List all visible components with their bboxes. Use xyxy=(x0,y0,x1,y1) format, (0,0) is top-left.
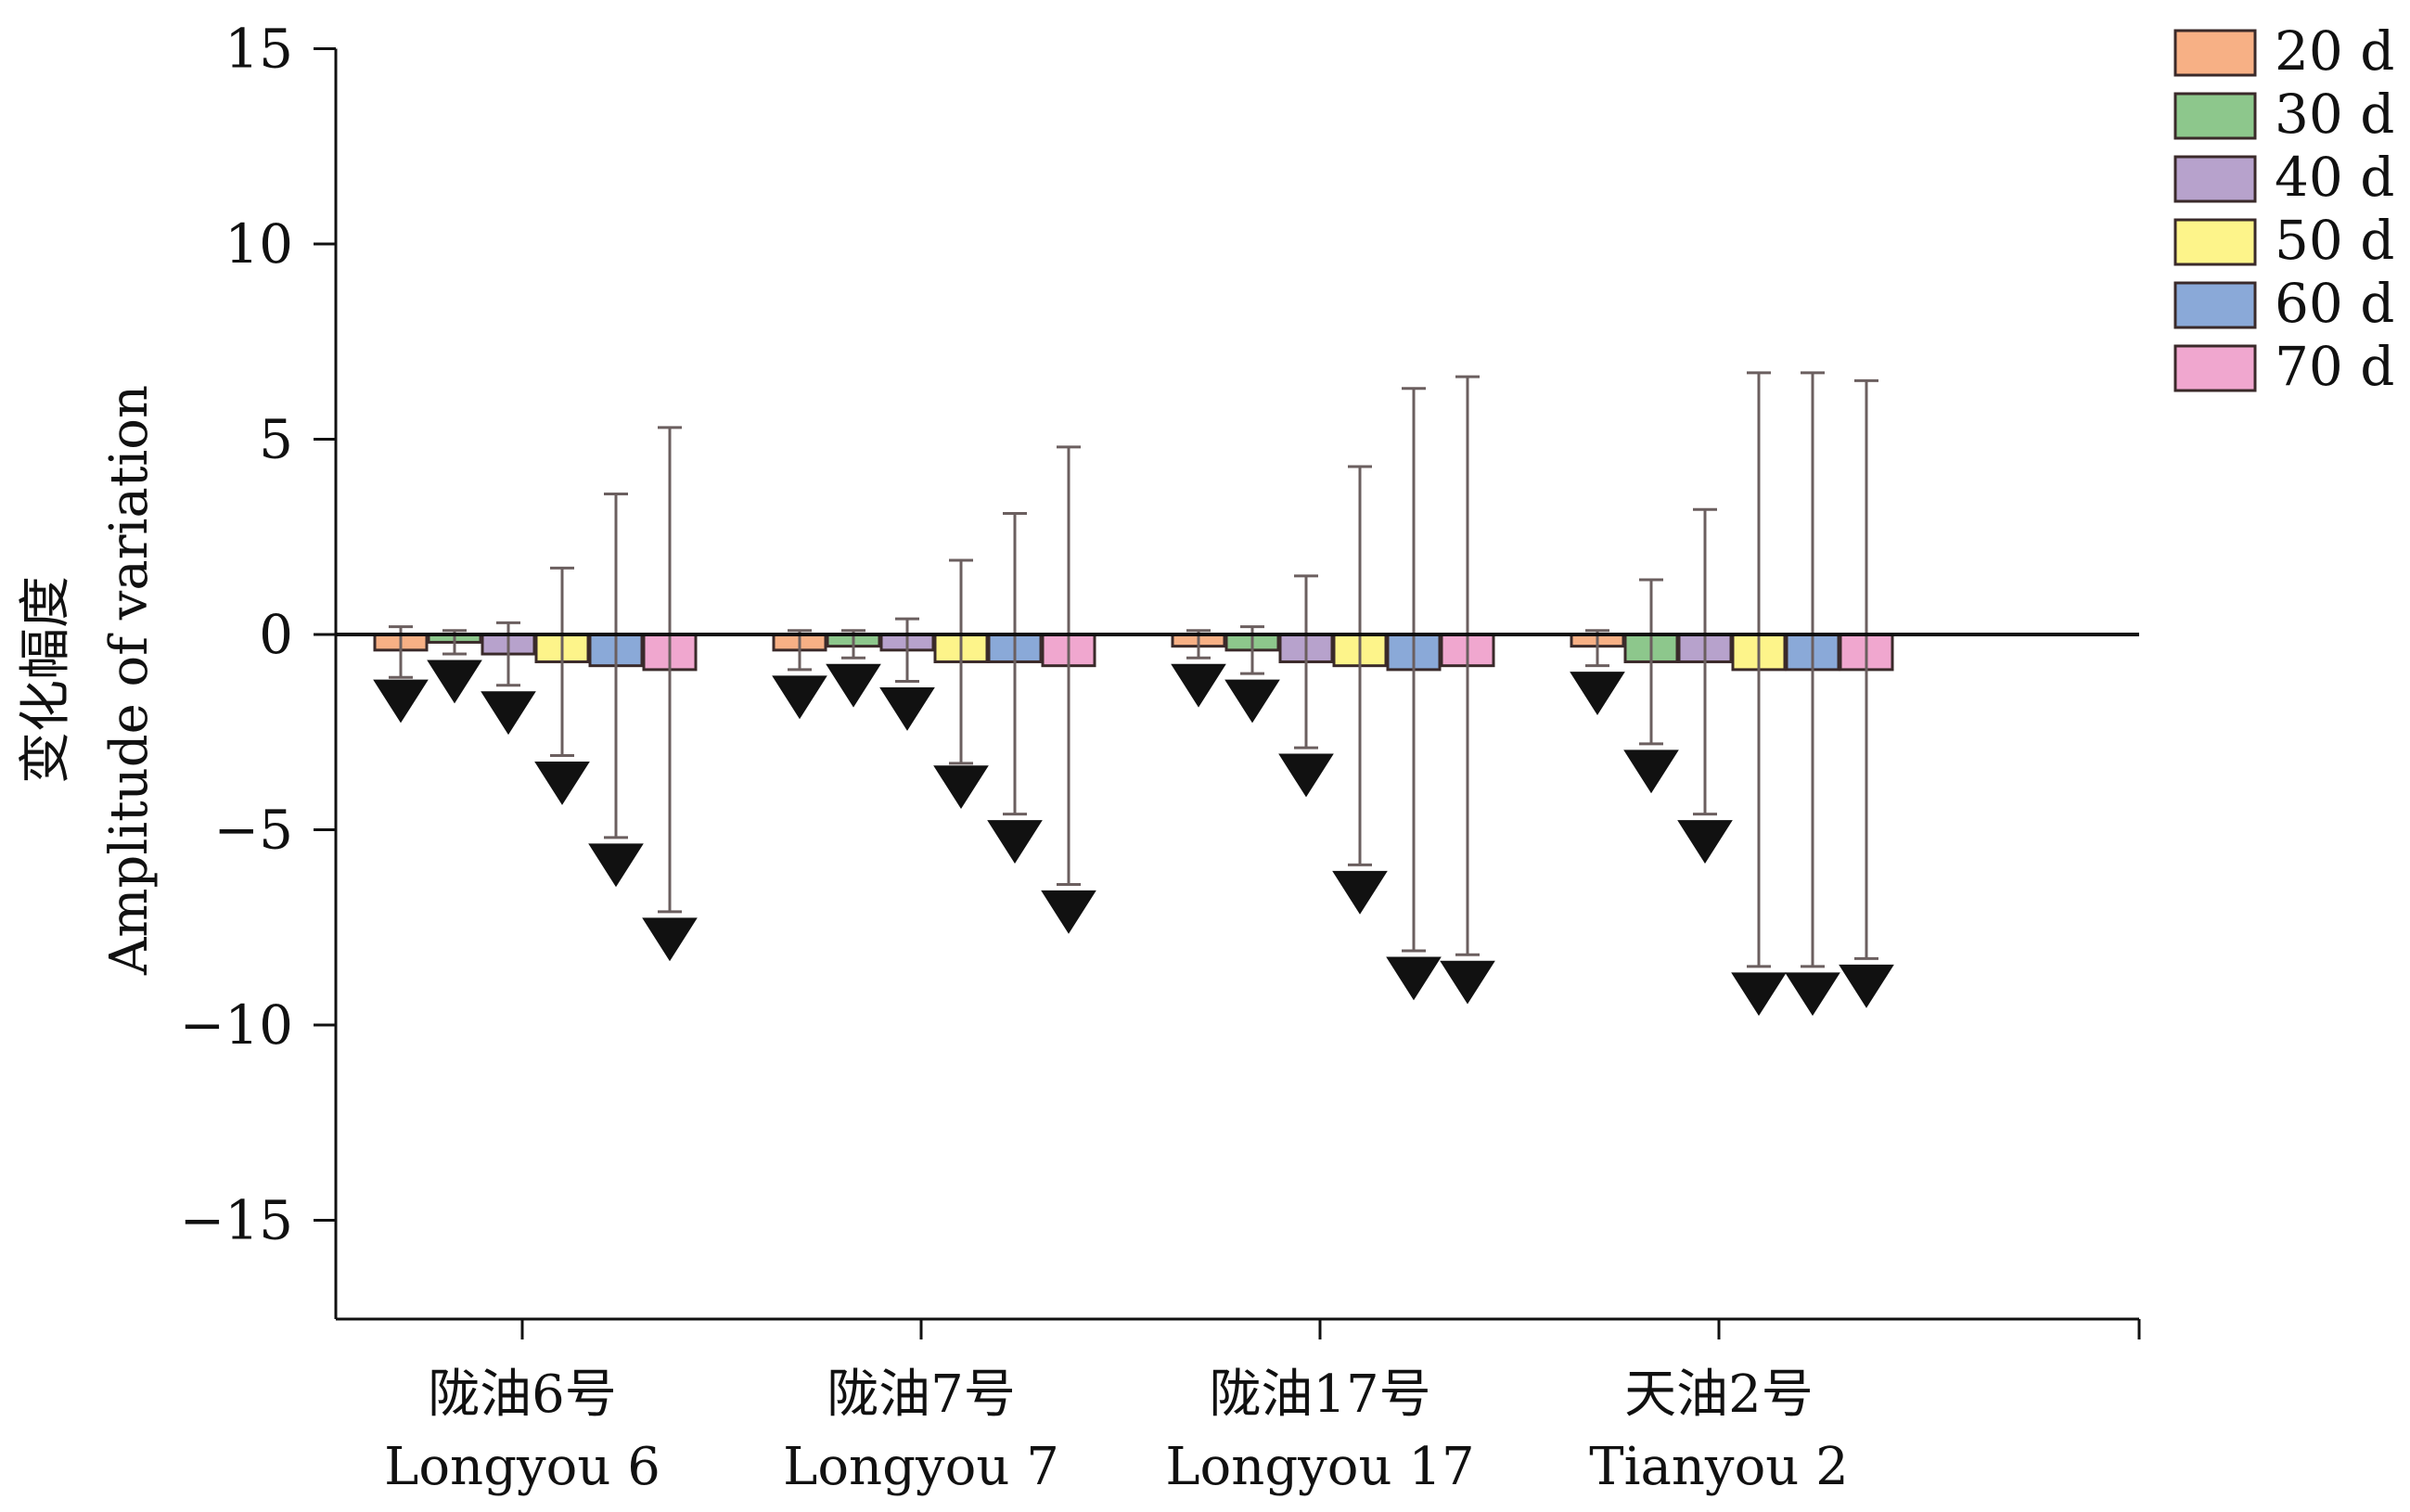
triangle-marker xyxy=(879,686,935,731)
y-axis-title-en: Amplitude of variation xyxy=(99,385,160,976)
y-axis-title: 变化幅度 Amplitude of variation xyxy=(16,385,160,976)
category-labels: 陇油6号 Longyou 6 陇油7号 Longyou 7 陇油17号 Longyou 1… xyxy=(384,1365,1849,1497)
triangle-marker xyxy=(1785,972,1840,1017)
axes: 15 10 5 0 −5 −10 −15 xyxy=(180,18,2141,1339)
legend-label: 60 d xyxy=(2275,272,2394,335)
legend-swatch xyxy=(2173,92,2257,140)
error-bars-layer xyxy=(389,371,1878,968)
y-tick-label: −5 xyxy=(214,799,294,862)
legend-label: 70 d xyxy=(2275,335,2394,398)
category-label-zh: 陇油6号 xyxy=(428,1365,617,1425)
triangle-marker xyxy=(772,675,827,720)
legend-swatch xyxy=(2173,344,2257,392)
category-label-zh: 陇油17号 xyxy=(1209,1365,1430,1425)
triangle-marker xyxy=(1623,750,1679,794)
y-tick-label: 0 xyxy=(259,603,293,666)
y-axis-title-zh: 变化幅度 xyxy=(16,576,76,784)
legend-swatch xyxy=(2173,29,2257,77)
category-label-zh: 天油2号 xyxy=(1624,1365,1814,1425)
bars-layer xyxy=(373,633,1894,672)
triangle-marker xyxy=(642,917,698,962)
triangle-marker xyxy=(1440,960,1495,1005)
legend-label: 50 d xyxy=(2275,209,2394,272)
triangle-marker xyxy=(588,843,644,888)
triangle-marker xyxy=(1224,679,1280,724)
y-tick-label: 10 xyxy=(224,212,293,275)
triangle-marker xyxy=(933,765,989,810)
triangle-marker xyxy=(1677,820,1733,864)
category-label-en: Tianyou 2 xyxy=(1589,1437,1849,1497)
y-tick-label: 15 xyxy=(224,18,293,81)
triangle-marker xyxy=(373,679,429,724)
markers-layer xyxy=(373,660,1894,1017)
y-tick-label: −15 xyxy=(180,1189,293,1252)
legend-label: 30 d xyxy=(2275,83,2394,146)
triangle-marker xyxy=(1731,972,1787,1017)
triangle-marker xyxy=(534,761,590,805)
triangle-marker xyxy=(427,660,482,704)
triangle-marker xyxy=(826,663,881,708)
triangle-marker xyxy=(1332,870,1388,915)
triangle-marker xyxy=(1041,890,1096,934)
category-label-en: Longyou 6 xyxy=(384,1437,660,1497)
category-label-en: Longyou 7 xyxy=(783,1437,1059,1497)
y-tick-label: −10 xyxy=(180,993,293,1057)
legend-label: 40 d xyxy=(2275,146,2394,209)
triangle-marker xyxy=(1570,672,1625,716)
category-label-zh: 陇油7号 xyxy=(827,1365,1016,1425)
triangle-marker xyxy=(987,820,1043,864)
y-tick-label: 5 xyxy=(259,408,293,471)
legend-label: 20 d xyxy=(2275,19,2394,83)
triangle-marker xyxy=(481,691,536,736)
triangle-marker xyxy=(1278,753,1334,798)
legend: 20 d30 d40 d50 d60 d70 d xyxy=(2173,19,2394,398)
triangle-marker xyxy=(1171,663,1226,708)
triangle-marker xyxy=(1386,956,1442,1001)
category-label-en: Longyou 17 xyxy=(1165,1437,1474,1497)
legend-swatch xyxy=(2173,218,2257,266)
legend-swatch xyxy=(2173,155,2257,203)
legend-swatch xyxy=(2173,281,2257,329)
triangle-marker xyxy=(1839,964,1894,1008)
